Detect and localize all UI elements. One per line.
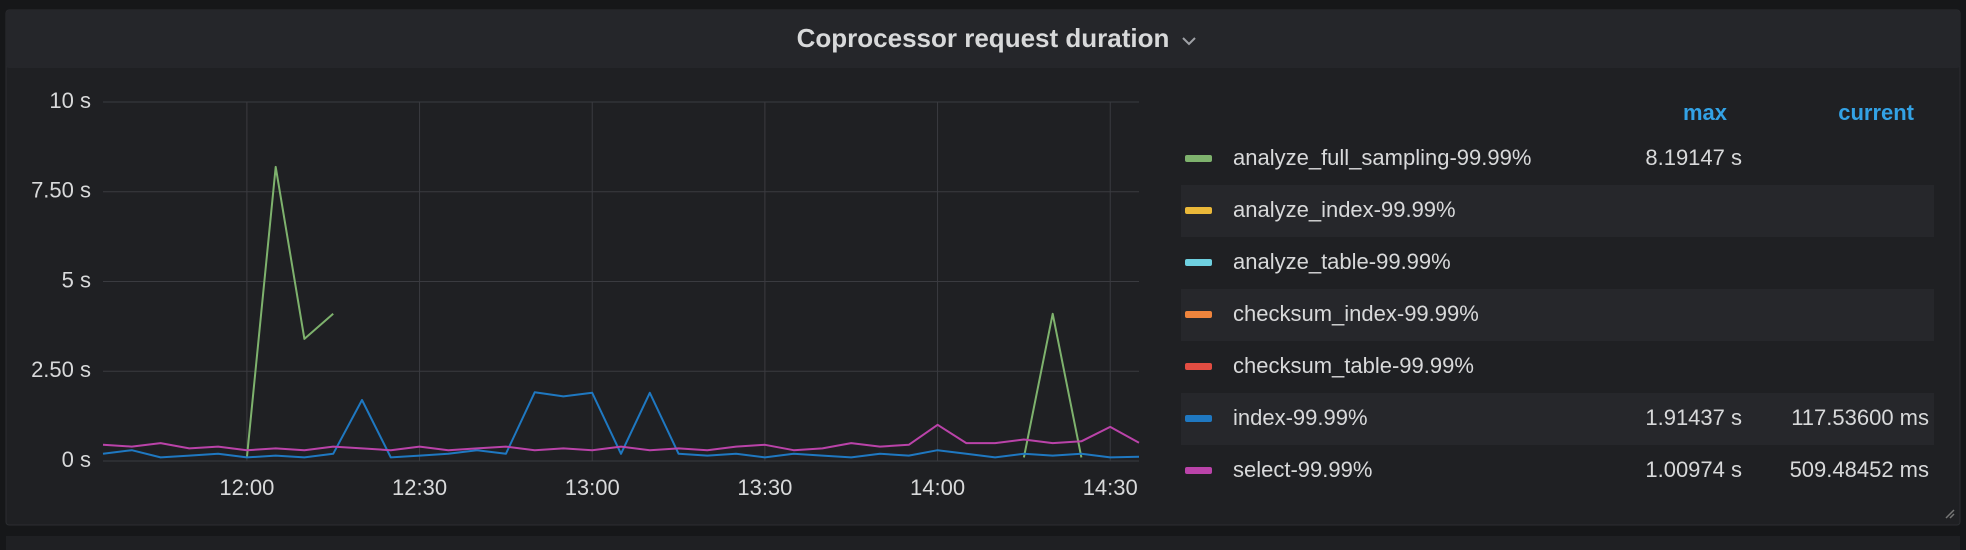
x-tick-label: 14:30 (1083, 475, 1138, 500)
legend-current: 117.53600 ms (1791, 405, 1929, 430)
y-tick-label: 0 s (62, 447, 91, 472)
panel-background (5, 9, 1961, 526)
x-tick-label: 13:00 (565, 475, 620, 500)
legend-max: 8.19147 s (1645, 145, 1742, 170)
legend-max: 1.00974 s (1645, 457, 1742, 482)
panel-title[interactable]: Coprocessor request duration (797, 23, 1170, 53)
legend-label[interactable]: analyze_full_sampling-99.99% (1233, 145, 1531, 170)
legend: max current analyze_full_sampling-99.99% 8.… (1181, 100, 1934, 482)
x-tick-label: 14:00 (910, 475, 965, 500)
resize-handle[interactable] (1945, 509, 1955, 519)
legend-row-background (1181, 185, 1934, 237)
legend-label[interactable]: analyze_table-99.99% (1233, 249, 1451, 274)
legend-column-header[interactable]: current (1838, 100, 1914, 125)
x-tick-label: 12:30 (392, 475, 447, 500)
plot-area: 0 s 2.50 s 5 s 7.50 s 10 s 12:00 12:30 13:00 13:… (31, 88, 1140, 500)
panel-header[interactable] (6, 10, 1960, 68)
legend-swatch[interactable] (1185, 207, 1212, 214)
series-line (102, 391, 1140, 459)
legend-max: 1.91437 s (1645, 405, 1742, 430)
legend-row-background (1181, 393, 1934, 445)
y-tick-label: 10 s (49, 88, 91, 113)
legend-swatch[interactable] (1185, 415, 1212, 422)
x-tick-label: 12:00 (219, 475, 274, 500)
legend-column-header[interactable]: max (1683, 100, 1728, 125)
legend-swatch[interactable] (1185, 363, 1212, 370)
series-line (245, 165, 1083, 458)
legend-label[interactable]: select-99.99% (1233, 457, 1372, 482)
legend-swatch[interactable] (1185, 259, 1212, 266)
y-tick-label: 7.50 s (31, 178, 91, 203)
legend-swatch[interactable] (1185, 467, 1212, 474)
legend-current: 509.48452 ms (1790, 457, 1929, 482)
legend-label[interactable]: index-99.99% (1233, 405, 1368, 430)
legend-label[interactable]: checksum_table-99.99% (1233, 353, 1474, 378)
title-chevron[interactable] (1182, 37, 1196, 46)
y-tick-label: 2.50 s (31, 357, 91, 382)
legend-swatch[interactable] (1185, 155, 1212, 162)
y-tick-label: 5 s (62, 267, 91, 292)
next-panel-edge (6, 536, 1960, 550)
legend-label[interactable]: analyze_index-99.99% (1233, 197, 1456, 222)
legend-swatch[interactable] (1185, 311, 1212, 318)
legend-label[interactable]: checksum_index-99.99% (1233, 301, 1479, 326)
series-line (102, 423, 1140, 452)
legend-row-background (1181, 289, 1934, 341)
x-tick-label: 13:30 (737, 475, 792, 500)
